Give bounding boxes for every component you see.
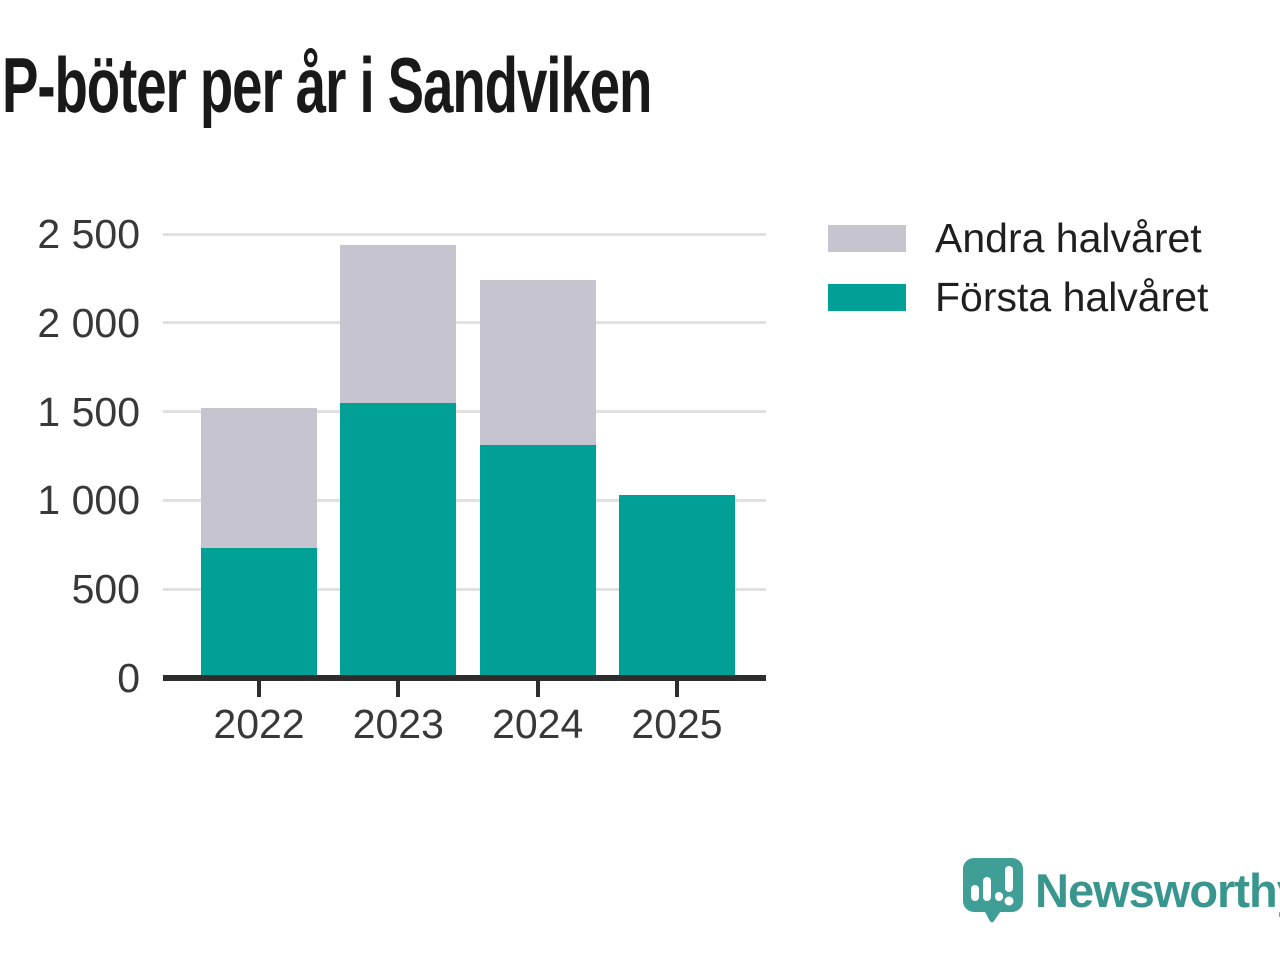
x-tick-label: 2024 (492, 701, 584, 747)
x-axis-tick (396, 681, 401, 697)
bar-segment-2023 (340, 244, 457, 403)
x-tick-label: 2025 (631, 701, 723, 747)
legend-label-andra-halvaret: Andra halvåret (935, 215, 1202, 261)
x-axis-line (163, 675, 766, 681)
newsworthy-logo: Newsworthy (961, 856, 1280, 924)
y-tick-label: 2 500 (37, 211, 140, 257)
x-tick-label: 2022 (213, 701, 305, 747)
legend-swatch-andra-halvaret (828, 225, 906, 252)
y-tick-label: 2 000 (37, 299, 140, 346)
gridline (163, 587, 766, 591)
x-axis-tick (675, 681, 679, 697)
x-axis-tick (257, 681, 261, 697)
y-tick-label: 500 (71, 566, 140, 613)
newsworthy-wordmark: Newsworthy (1035, 863, 1280, 917)
chart-title: P-böter per år i Sandviken (2, 41, 652, 129)
gridline (163, 232, 766, 236)
x-axis-tick (535, 681, 540, 697)
y-tick-label: 1 000 (37, 477, 140, 524)
gridline (163, 410, 766, 414)
y-tick-label: 0 (117, 655, 140, 701)
bar-segment-2022 (201, 408, 317, 549)
bar-segment-2022 (201, 548, 317, 678)
x-tick-label: 2023 (352, 701, 444, 747)
plot-area (163, 232, 766, 697)
legend-swatch-forsta-halvaret (828, 284, 906, 311)
gridline (163, 498, 766, 502)
gridline (163, 321, 766, 325)
legend-label-forsta-halvaret: Första halvåret (935, 274, 1209, 320)
bar-segment-2023 (340, 402, 457, 678)
legend: Andra halvåret Första halvåret (828, 215, 1208, 320)
bar-segment-2024 (479, 280, 596, 446)
bar-segment-2025 (619, 495, 735, 678)
bar-segment-2024 (479, 445, 596, 678)
legend-item-forsta-halvaret: Första halvåret (828, 274, 1208, 320)
y-tick-label: 1 500 (37, 388, 140, 435)
newsworthy-bubble-chart-icon (963, 858, 1023, 923)
legend-item-andra-halvaret: Andra halvåret (828, 215, 1208, 261)
